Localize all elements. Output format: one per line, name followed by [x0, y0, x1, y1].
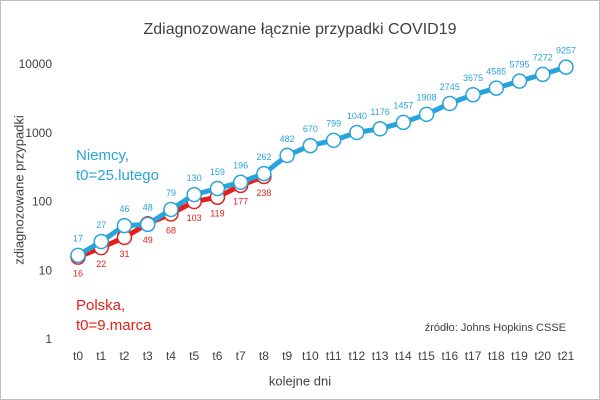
y-tick-label: 10000 [19, 57, 53, 71]
data-label: 49 [143, 235, 153, 245]
data-label: 31 [119, 249, 129, 259]
x-tick-label: t6 [212, 349, 222, 363]
data-point [418, 106, 435, 123]
x-tick-label: t7 [236, 349, 246, 363]
data-point [535, 66, 551, 83]
data-point [488, 80, 505, 96]
series-label: Polska, [76, 297, 125, 314]
data-label: 4585 [486, 66, 506, 76]
data-label: 27 [96, 220, 106, 230]
data-label: 177 [233, 197, 248, 207]
x-tick-label: t8 [259, 349, 269, 363]
data-point [139, 216, 156, 233]
data-label: 7272 [533, 53, 553, 63]
data-label: 2745 [440, 82, 460, 92]
data-label: 5795 [510, 59, 530, 69]
source-note: źródło: Johns Hopkins CSSE [425, 322, 566, 334]
data-point [256, 165, 272, 182]
x-tick-label: t1 [96, 349, 106, 363]
data-point [325, 132, 342, 149]
x-tick-label: t3 [143, 349, 153, 363]
x-tick-label: t15 [418, 349, 435, 363]
data-label: 79 [166, 188, 176, 198]
data-point [349, 124, 365, 141]
data-label: 3675 [463, 73, 483, 83]
data-point [279, 147, 295, 164]
x-tick-label: t14 [395, 349, 412, 363]
y-tick-label: 100 [32, 195, 52, 209]
series-label: Niemcy, [76, 147, 129, 164]
series-line [76, 64, 567, 258]
data-point [70, 247, 86, 264]
x-tick-label: t13 [372, 349, 389, 363]
x-tick-label: t5 [189, 349, 199, 363]
data-label: 1040 [347, 111, 367, 121]
x-tick-label: t17 [465, 349, 482, 363]
x-tick-label: t19 [511, 349, 528, 363]
y-axis-label: zdiagnozowane przypadki [11, 115, 26, 265]
x-tick-label: t4 [166, 349, 176, 363]
data-label: 16 [73, 269, 83, 279]
data-point [232, 174, 249, 191]
x-tick-label: t20 [534, 349, 551, 363]
data-point [302, 137, 319, 154]
y-tick-label: 1000 [25, 126, 52, 140]
data-label: 9257 [556, 46, 576, 56]
data-label: 1908 [417, 93, 437, 103]
data-point [442, 95, 458, 112]
data-point [558, 59, 574, 75]
x-tick-label: t10 [302, 349, 319, 363]
data-point [186, 186, 202, 203]
x-tick-label: t11 [326, 349, 342, 363]
x-tick-label: t9 [282, 349, 292, 363]
data-label: 482 [280, 134, 295, 144]
data-point [372, 121, 388, 137]
x-tick-label: t18 [488, 349, 505, 363]
data-label: 130 [187, 173, 202, 183]
data-label: 799 [326, 119, 341, 129]
data-point [395, 114, 412, 131]
data-label: 17 [73, 234, 83, 244]
y-tick-label: 10 [39, 263, 53, 277]
data-point [163, 201, 179, 218]
x-tick-label: t0 [73, 349, 83, 363]
series-note: t0=25.lutego [76, 167, 159, 184]
data-label: 196 [233, 161, 248, 171]
data-point [465, 86, 481, 103]
x-axis-label: kolejne dni [269, 373, 331, 388]
data-label: 119 [210, 209, 224, 219]
y-tick-label: 1 [45, 332, 52, 346]
x-tick-label: t2 [119, 349, 129, 363]
x-tick-label: t21 [558, 349, 575, 363]
x-tick-label: t12 [349, 349, 366, 363]
data-point [209, 180, 226, 197]
data-label: 159 [210, 167, 225, 177]
data-label: 48 [143, 203, 153, 213]
data-label: 670 [303, 124, 318, 134]
data-label: 262 [256, 152, 271, 162]
data-label: 238 [256, 188, 271, 198]
data-label: 46 [119, 204, 129, 214]
chart-title: Zdiagnozowane łącznie przypadki COVID19 [143, 21, 456, 38]
data-point [93, 233, 109, 250]
data-label: 68 [166, 225, 176, 235]
data-label: 1176 [370, 107, 389, 117]
series-note: t0=9.marca [76, 317, 152, 334]
data-point [511, 73, 528, 89]
data-label: 22 [96, 259, 106, 269]
data-label: 103 [187, 213, 202, 223]
data-label: 1457 [393, 101, 413, 111]
x-tick-label: t16 [441, 349, 458, 363]
data-point [116, 217, 133, 234]
